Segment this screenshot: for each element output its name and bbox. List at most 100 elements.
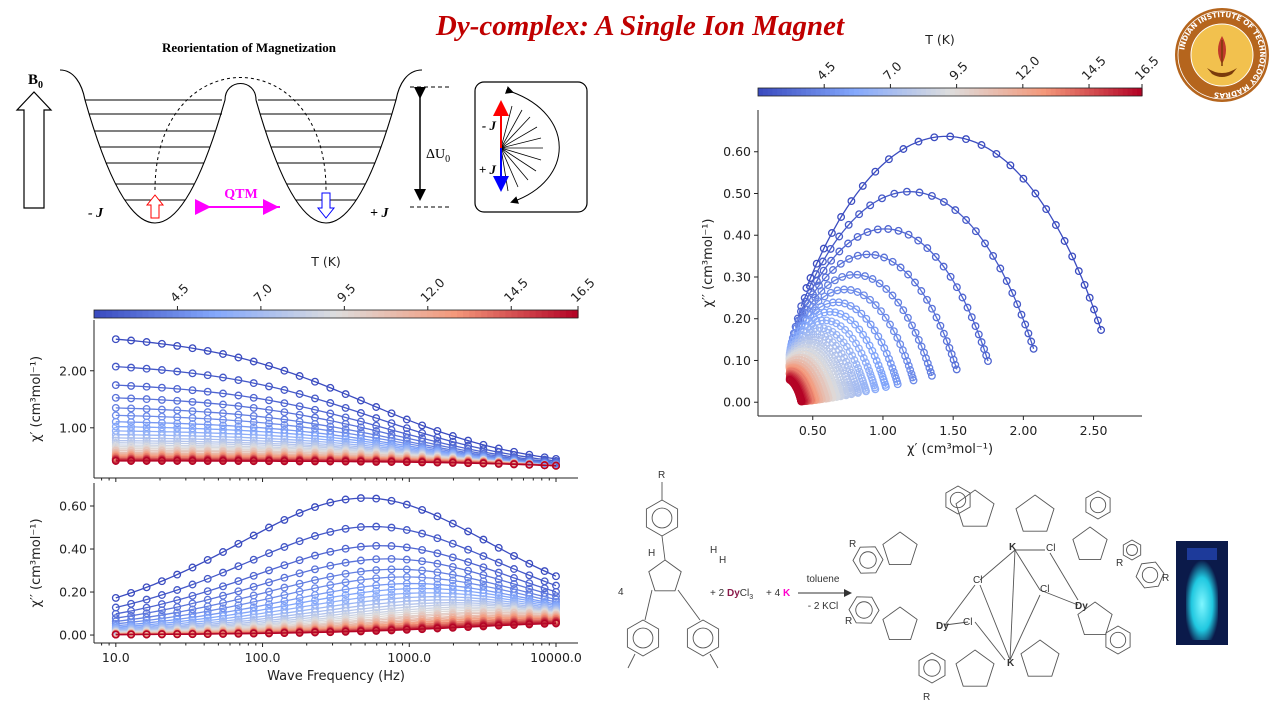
data-point <box>372 414 381 423</box>
colorbar-segment <box>830 88 836 96</box>
data-point <box>494 621 503 630</box>
data-point <box>311 457 319 466</box>
data-point <box>188 580 197 589</box>
data-point <box>372 403 381 411</box>
precession-inset: - J + J <box>474 81 588 213</box>
data-point <box>803 339 812 348</box>
benzene-ring <box>945 485 971 515</box>
aromatic-circle <box>632 627 654 649</box>
data-point <box>927 371 936 380</box>
colorbar-segment <box>511 310 519 318</box>
data-point <box>914 335 923 344</box>
data-point <box>311 596 319 605</box>
data-point <box>418 584 427 593</box>
x-tick-label: 1.00 <box>869 423 897 438</box>
data-point <box>219 389 227 398</box>
data-point <box>878 194 886 203</box>
hydrogen-label: H <box>710 545 717 556</box>
data-point <box>911 328 920 337</box>
colorbar-segment <box>420 310 428 318</box>
data-point <box>1085 293 1094 302</box>
thermal-reversal-path <box>154 77 327 191</box>
data-point <box>280 366 289 375</box>
data-point <box>1090 305 1098 314</box>
bond <box>974 621 1006 661</box>
data-point <box>889 367 898 376</box>
data-point <box>188 605 197 614</box>
bond <box>1049 552 1079 601</box>
data-point <box>888 363 897 372</box>
data-point <box>418 545 427 554</box>
data-point <box>387 523 396 532</box>
colorbar-segment <box>954 88 961 96</box>
data-point <box>1002 277 1011 285</box>
colorbar-segment <box>208 310 216 318</box>
data-point <box>157 395 166 404</box>
data-point <box>295 417 304 426</box>
colorbar-segment <box>863 88 869 96</box>
data-point <box>851 320 860 329</box>
data-point <box>111 393 120 402</box>
colorbar-segment <box>945 88 951 96</box>
data-point <box>387 425 396 434</box>
data-point <box>433 624 442 633</box>
benzene-ring <box>645 499 679 537</box>
data-point <box>341 495 350 504</box>
colorbar-segment <box>553 310 561 318</box>
data-point <box>326 588 335 597</box>
data-point <box>372 494 381 503</box>
data-point <box>932 313 941 322</box>
data-point <box>127 422 136 431</box>
data-point <box>234 577 243 586</box>
data-point <box>173 570 182 579</box>
data-point <box>249 418 258 426</box>
data-point <box>917 342 926 351</box>
data-point <box>356 523 365 531</box>
colorbar-segment <box>988 88 994 96</box>
colorbar-segment <box>269 310 277 318</box>
bond <box>944 584 976 626</box>
cyclopentadienyl-ring <box>1015 494 1055 532</box>
data-point <box>173 367 182 376</box>
data-point <box>989 251 998 260</box>
data-point <box>265 594 273 603</box>
data-point <box>234 416 243 425</box>
colorbar-segment <box>311 310 319 318</box>
colorbar-segment <box>1060 88 1066 96</box>
field-arrow-icon <box>15 91 53 209</box>
data-point <box>448 553 457 562</box>
data-point <box>295 628 304 637</box>
data-point <box>249 357 258 366</box>
colorbar-segment <box>154 310 162 318</box>
data-point <box>1074 267 1083 276</box>
data-point <box>855 325 864 334</box>
data-point <box>939 262 948 271</box>
diagram-title: Reorientation of Magnetization <box>162 40 337 55</box>
substituent-r: R <box>658 470 665 481</box>
data-point <box>372 581 381 590</box>
data-point <box>326 572 335 581</box>
data-point <box>448 562 457 571</box>
data-point <box>433 512 442 521</box>
data-point <box>280 629 289 638</box>
data-point <box>981 239 989 248</box>
data-point <box>886 359 895 368</box>
data-point <box>448 581 457 590</box>
data-point <box>433 534 442 543</box>
data-point <box>157 577 166 586</box>
data-point <box>861 358 870 367</box>
aromatic-circle <box>692 627 714 649</box>
data-point <box>494 596 503 605</box>
data-point <box>326 457 335 466</box>
data-point <box>326 598 335 607</box>
data-point <box>387 590 396 599</box>
x-tick-label: 2.00 <box>1009 423 1037 438</box>
data-point <box>418 529 427 538</box>
colorbar-tick-label: 14.5 <box>501 275 531 305</box>
data-point <box>510 565 518 573</box>
data-point <box>326 498 335 507</box>
data-point <box>819 324 828 333</box>
field-label: B0 <box>28 72 43 91</box>
data-point <box>111 593 120 602</box>
data-point <box>111 417 120 426</box>
